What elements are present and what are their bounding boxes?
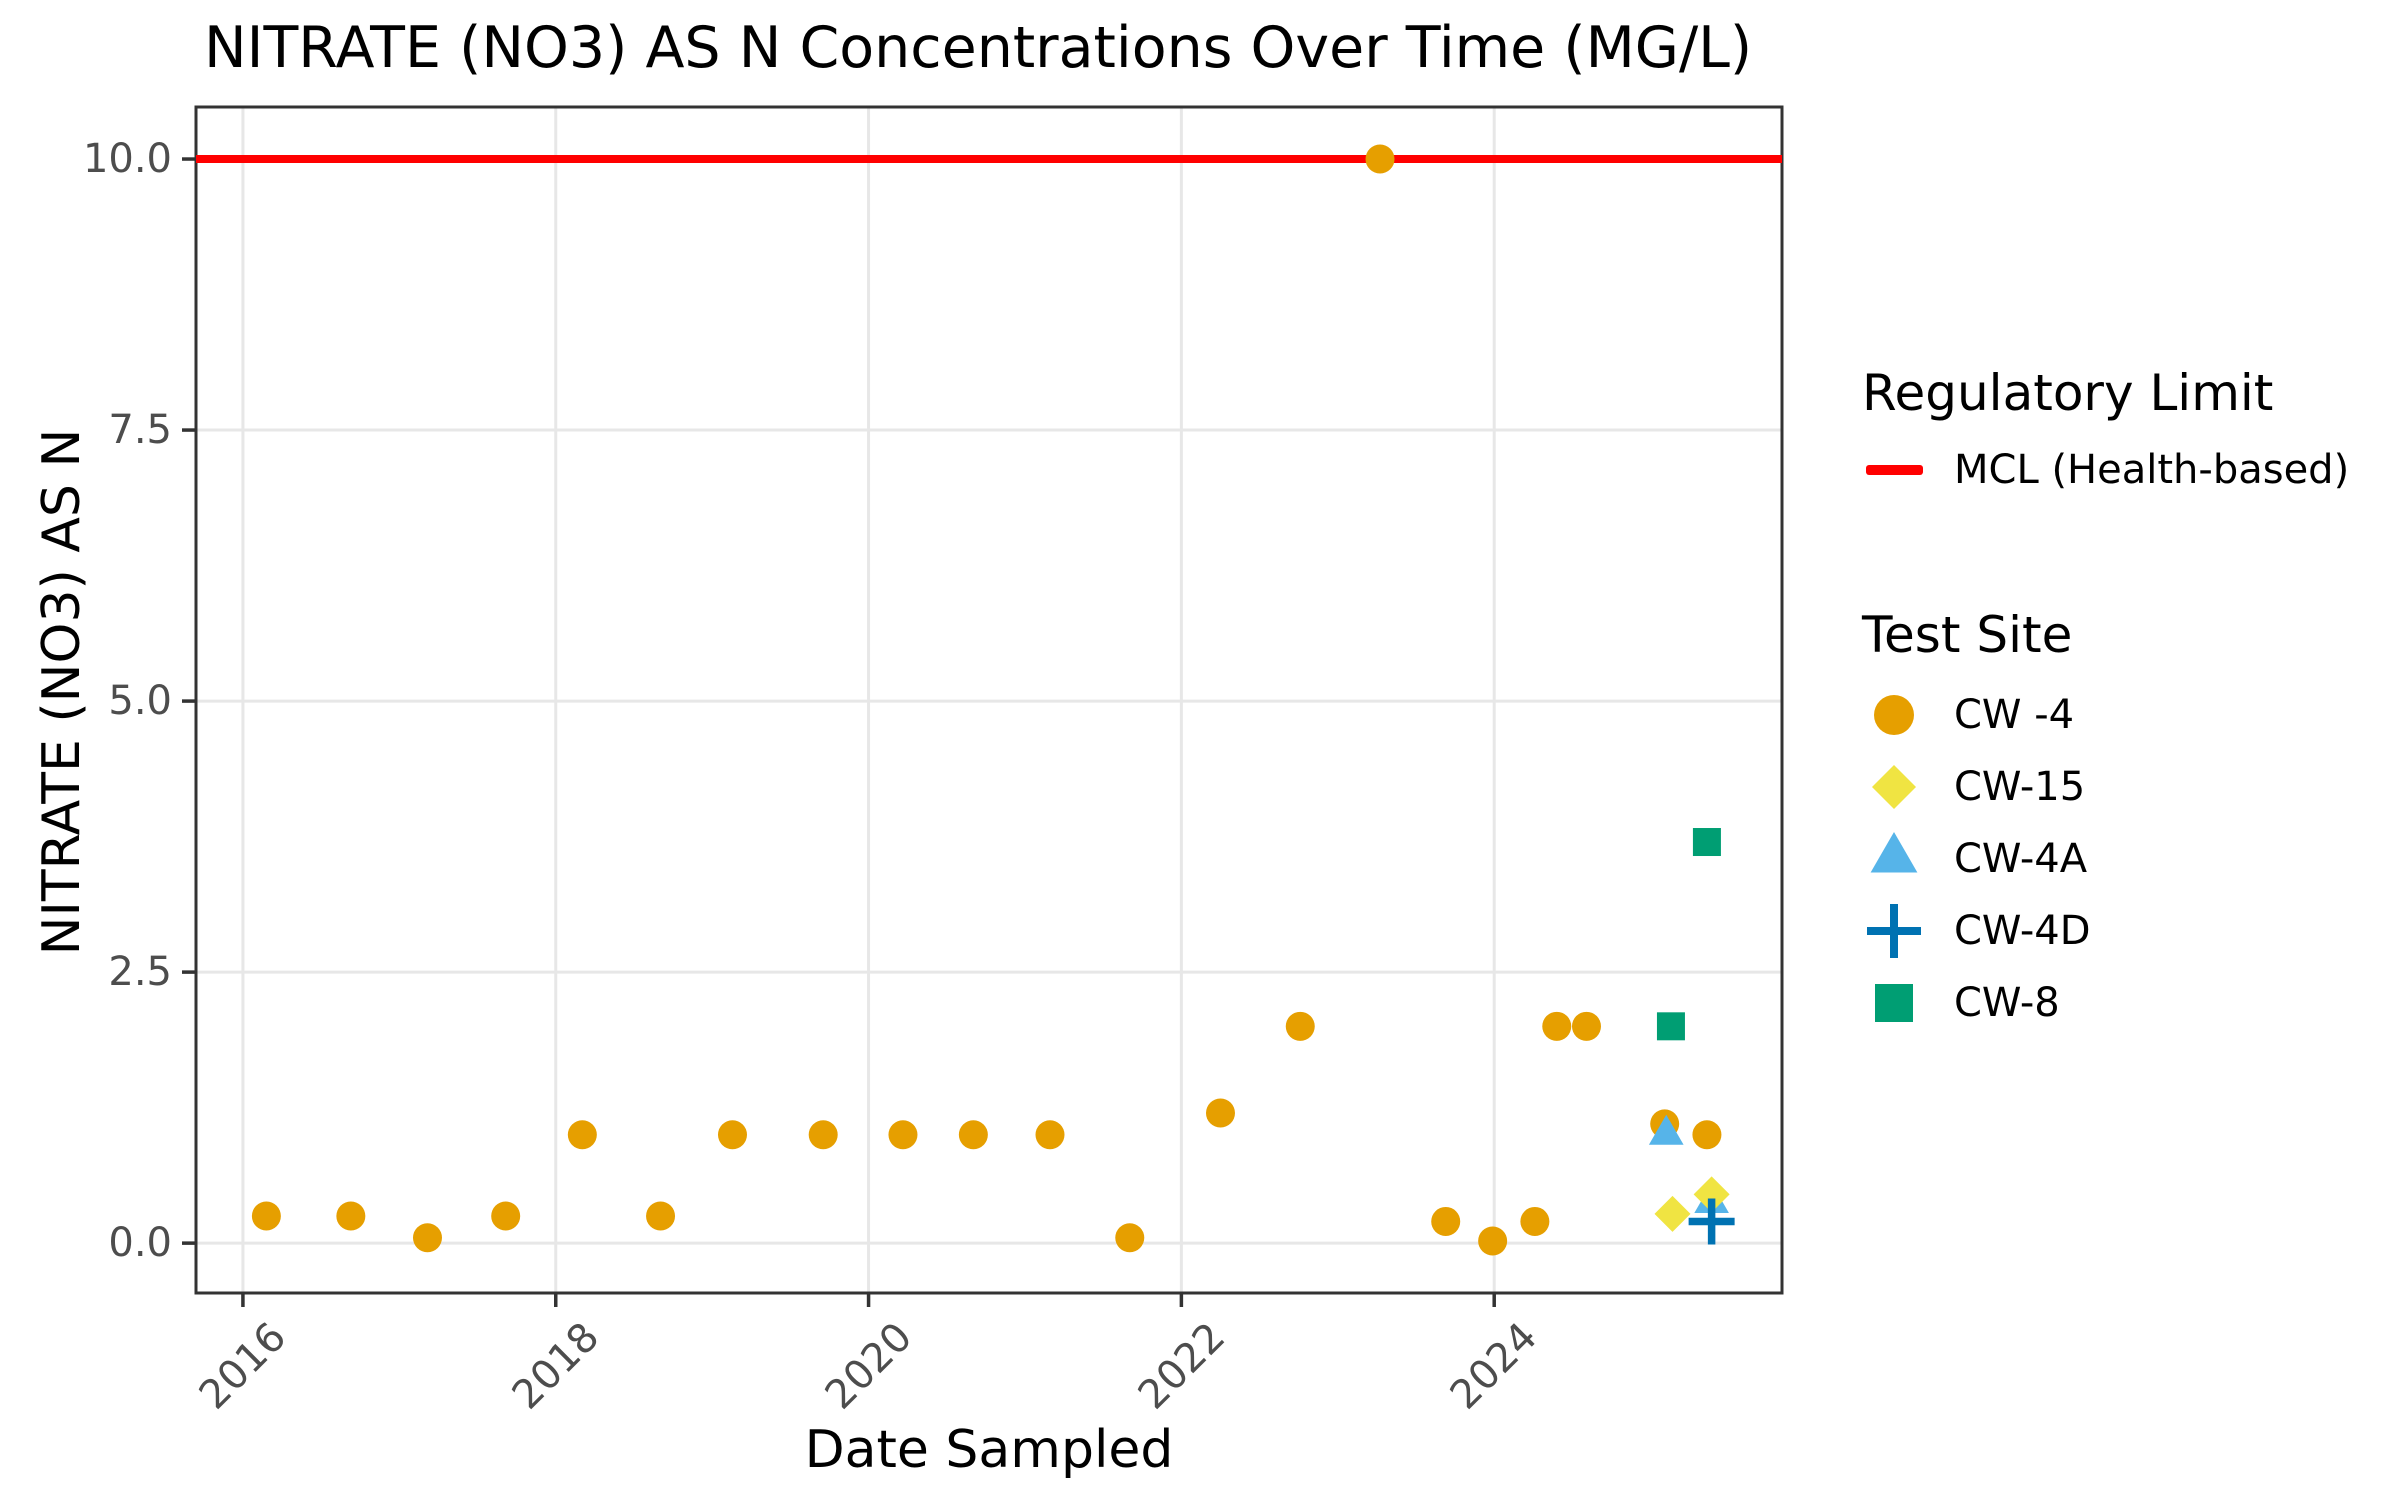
data-point (1688, 1198, 1735, 1245)
y-tick-label: 0.0 (108, 1220, 172, 1267)
legend-item-mcl-health-based: MCL (Health-based) (1862, 438, 2349, 502)
y-tick-label: 5.0 (108, 678, 172, 725)
data-point (567, 1120, 597, 1150)
data-point (1115, 1223, 1145, 1253)
data-point (1692, 828, 1721, 857)
data-point (1542, 1011, 1572, 1041)
data-point (412, 1223, 442, 1253)
data-point (808, 1120, 838, 1150)
diamond-legend-icon (1872, 765, 1916, 809)
y-tick-label: 7.5 (108, 407, 172, 454)
y-tick-label: 10.0 (82, 136, 172, 183)
data-point (888, 1120, 918, 1150)
y-axis-title: NITRATE (NO3) AS N (32, 428, 92, 956)
data-point (1035, 1120, 1065, 1150)
y-tick-label: 2.5 (108, 949, 172, 996)
data-point (1693, 1176, 1730, 1213)
legend-item-label: CW-15 (1954, 764, 2086, 810)
legend-item-cw-8: CW-8 (1862, 971, 2060, 1035)
data-point (646, 1201, 676, 1231)
data-point (1654, 1195, 1691, 1232)
legend-item-label: MCL (Health-based) (1954, 447, 2350, 493)
data-point (958, 1120, 988, 1150)
data-point (717, 1120, 747, 1150)
triangle-legend-icon (1870, 832, 1918, 873)
data-point (336, 1201, 366, 1231)
plus-legend-icon (1867, 904, 1921, 958)
legend-item-cw-4: CW -4 (1862, 683, 2074, 747)
legend-item-label: CW-4A (1954, 836, 2088, 882)
chart-title: NITRATE (NO3) AS N Concentrations Over T… (204, 15, 1753, 81)
data-point (1648, 1114, 1684, 1145)
data-point (1478, 1226, 1508, 1256)
legend-swatch-box (1862, 438, 1926, 502)
data-point (1520, 1206, 1550, 1236)
panel-border (194, 105, 1784, 1295)
legend-item-cw-4d: CW-4D (1862, 899, 2091, 963)
data-point (1205, 1098, 1235, 1128)
legend-swatch-box (1862, 899, 1926, 963)
legend-title-test-site: Test Site (1862, 606, 2073, 664)
data-point (1285, 1011, 1315, 1041)
legend-title-regulatory-limit: Regulatory Limit (1862, 364, 2274, 422)
mcl-line-icon (1865, 465, 1923, 475)
data-point (491, 1201, 521, 1231)
legend-item-label: CW-4D (1954, 908, 2091, 954)
data-point (1571, 1011, 1601, 1041)
circle-legend-icon (1874, 695, 1914, 735)
legend-item-label: CW -4 (1954, 692, 2075, 738)
data-point (1656, 1012, 1685, 1041)
legend-swatch-box (1862, 755, 1926, 819)
x-axis-title: Date Sampled (804, 1420, 1174, 1480)
data-point (1365, 144, 1395, 174)
data-point (1431, 1206, 1461, 1236)
legend-item-label: CW-8 (1954, 980, 2060, 1026)
legend-swatch-box (1862, 683, 1926, 747)
legend-swatch-box (1862, 971, 1926, 1035)
data-point (1692, 1120, 1722, 1150)
square-legend-icon (1875, 984, 1913, 1022)
data-point (251, 1201, 281, 1231)
legend-item-cw-4a: CW-4A (1862, 827, 2087, 891)
legend-item-cw-15: CW-15 (1862, 755, 2085, 819)
legend-swatch-box (1862, 827, 1926, 891)
